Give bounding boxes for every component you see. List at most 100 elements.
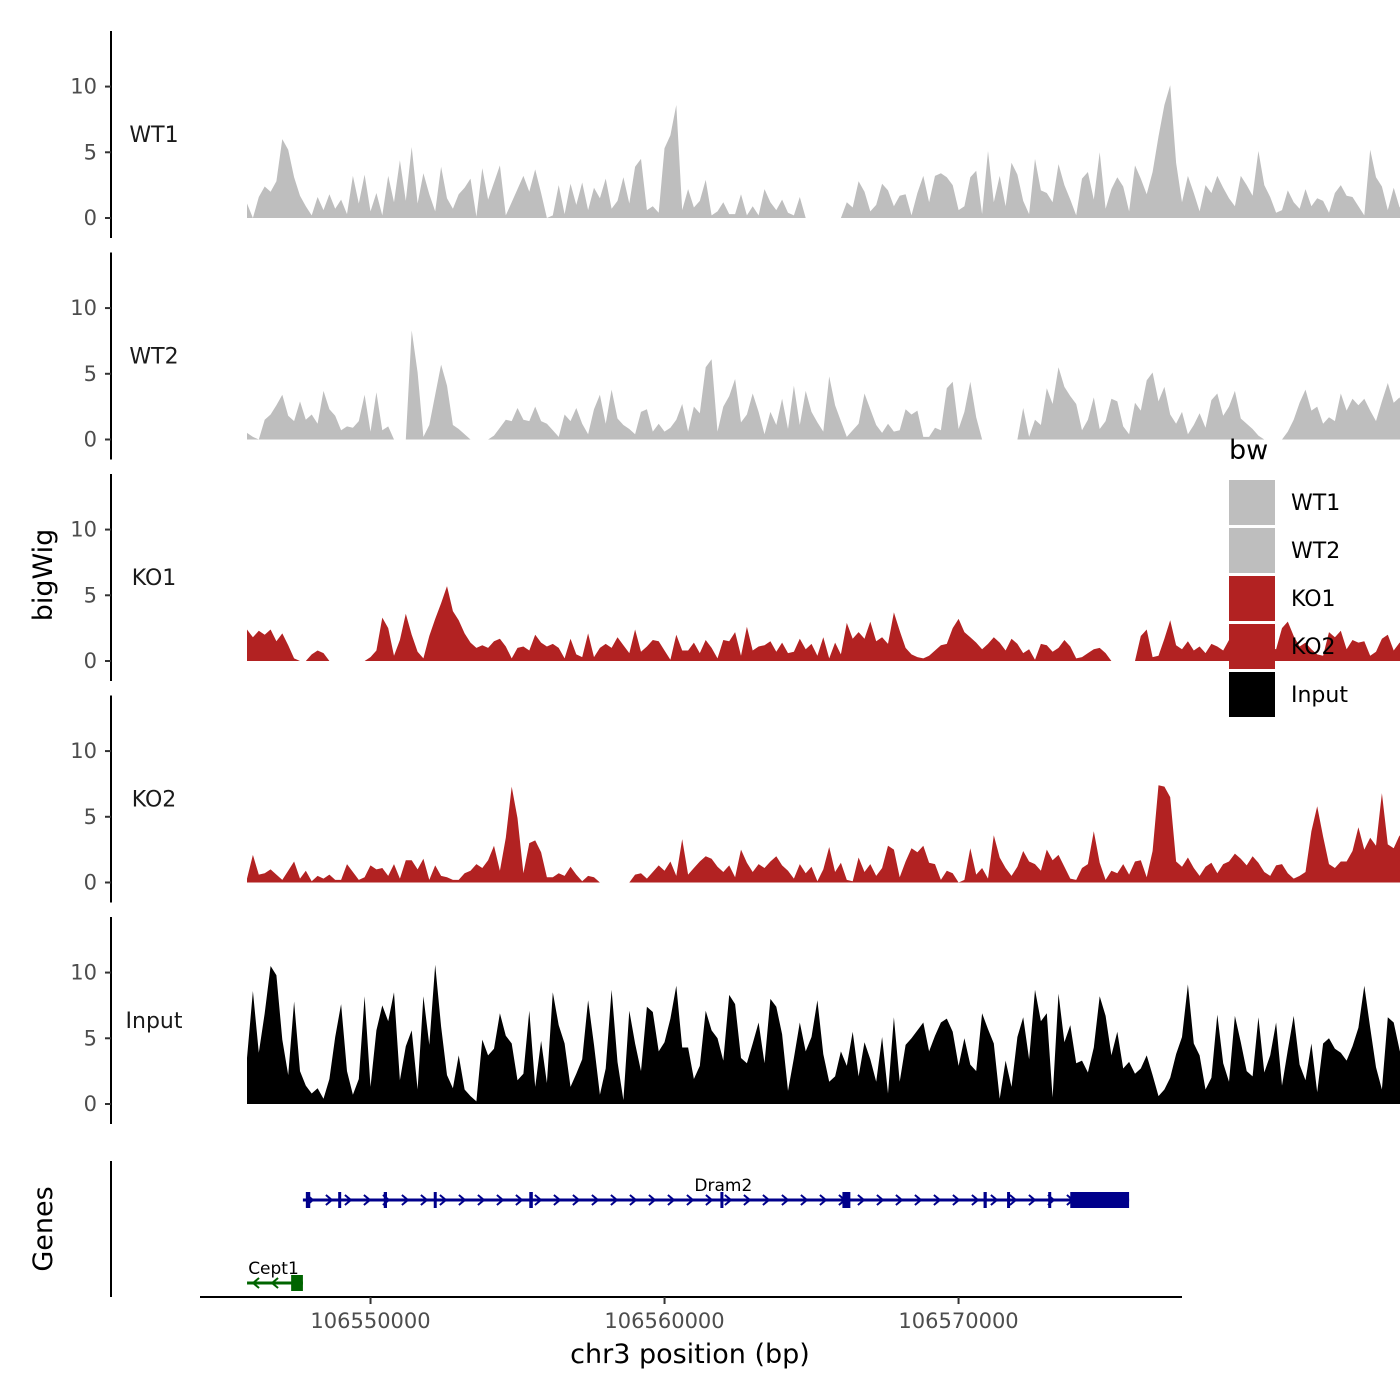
tracks: 0 5 10 WT1 0 5 10 WT2 0 5 10 KO1 0 5 10 KO2 0 5 10 Input xyxy=(70,31,1400,1124)
gene-exon xyxy=(305,1192,311,1208)
y-tick-label: 10 xyxy=(70,961,97,985)
strand-arrow xyxy=(439,1194,448,1206)
strand-arrow xyxy=(458,1194,467,1206)
legend-swatch-ko2 xyxy=(1229,624,1275,669)
legend-keys: WT1 WT2 KO1 KO2 Input xyxy=(1229,480,1348,717)
strand-arrow xyxy=(686,1194,695,1206)
y-tick-label: 0 xyxy=(84,428,97,452)
y-tick-label: 0 xyxy=(84,206,97,230)
strand-arrow xyxy=(1028,1194,1037,1206)
y-tick-label: 0 xyxy=(84,1092,97,1116)
strand-arrow xyxy=(477,1194,486,1206)
legend-swatch-wt2 xyxy=(1229,528,1275,573)
y-tick-label: 0 xyxy=(84,649,97,673)
strand-arrow xyxy=(534,1194,543,1206)
genes-panel-title: Genes xyxy=(28,1186,59,1271)
coverage-area-ko2 xyxy=(247,785,1400,883)
strand-arrow xyxy=(610,1194,619,1206)
y-tick-label: 5 xyxy=(84,583,97,607)
track-input: 0 5 10 Input xyxy=(70,917,1400,1124)
strand-arrow xyxy=(705,1194,714,1206)
strand-arrow xyxy=(933,1194,942,1206)
gene-label: Dram2 xyxy=(694,1176,752,1196)
y-tick-label: 5 xyxy=(84,362,97,386)
legend-title: bw xyxy=(1229,435,1268,466)
y-tick-label: 10 xyxy=(70,518,97,542)
x-axis: 106550000 106560000 106570000 chr3 positio… xyxy=(200,1296,1182,1370)
legend-swatch-input xyxy=(1229,672,1275,717)
strand-arrow xyxy=(325,1194,334,1206)
legend-label: WT2 xyxy=(1291,539,1340,564)
strand-arrow xyxy=(876,1194,885,1206)
y-tick-label: 5 xyxy=(84,140,97,164)
strand-arrow xyxy=(781,1194,790,1206)
track-ko1: 0 5 10 KO1 xyxy=(70,474,1400,681)
y-tick-label: 10 xyxy=(70,75,97,99)
track-label: Input xyxy=(126,1009,183,1034)
coverage-area-ko1 xyxy=(247,586,1400,661)
strand-arrow xyxy=(800,1194,809,1206)
strand-arrow xyxy=(914,1194,923,1206)
track-wt2: 0 5 10 WT2 xyxy=(70,252,1400,460)
strand-arrow xyxy=(591,1194,600,1206)
x-tick-label: 106570000 xyxy=(898,1309,1018,1333)
strand-arrow xyxy=(572,1194,581,1206)
gene-label: Cept1 xyxy=(248,1259,299,1279)
strand-arrow xyxy=(857,1194,866,1206)
gene-exon xyxy=(529,1192,533,1208)
track-ko2: 0 5 10 KO2 xyxy=(70,695,1400,903)
strand-arrow xyxy=(344,1194,353,1206)
gene-exon xyxy=(1070,1192,1130,1208)
gene-exon xyxy=(383,1192,387,1208)
strand-arrow xyxy=(420,1194,429,1206)
strand-arrow xyxy=(401,1194,410,1206)
legend: bw WT1 WT2 KO1 KO2 Input xyxy=(1229,435,1348,717)
strand-arrow xyxy=(667,1194,676,1206)
coverage-area-wt1 xyxy=(247,85,1400,218)
strand-arrow xyxy=(743,1194,752,1206)
legend-label: Input xyxy=(1291,683,1348,708)
y-tick-label: 0 xyxy=(84,871,97,895)
coverage-area-input xyxy=(247,964,1400,1104)
y-axis-title: bigWig xyxy=(28,529,59,622)
coverage-area-wt2 xyxy=(247,330,1400,440)
strand-arrow xyxy=(251,1277,260,1289)
strand-arrow xyxy=(819,1194,828,1206)
strand-arrow xyxy=(629,1194,638,1206)
y-tick-label: 10 xyxy=(70,296,97,320)
y-tick-label: 5 xyxy=(84,1026,97,1050)
strand-arrow xyxy=(648,1194,657,1206)
x-tick-label: 106560000 xyxy=(604,1309,724,1333)
gene-cept1: Cept1 xyxy=(247,1259,303,1291)
gene-exon xyxy=(983,1192,987,1208)
legend-label: KO1 xyxy=(1291,587,1336,612)
strand-arrow xyxy=(553,1194,562,1206)
legend-swatch-wt1 xyxy=(1229,480,1275,525)
strand-arrow xyxy=(895,1194,904,1206)
track-label: WT1 xyxy=(129,123,178,148)
x-tick-label: 106550000 xyxy=(310,1309,430,1333)
x-axis-ticks: 106550000 106560000 106570000 xyxy=(310,1297,1019,1333)
track-label: KO2 xyxy=(132,788,177,813)
gene-exon xyxy=(433,1192,437,1208)
strand-arrow xyxy=(724,1194,733,1206)
strand-arrow xyxy=(971,1194,980,1206)
gene-exon xyxy=(720,1192,724,1208)
legend-label: WT1 xyxy=(1291,491,1340,516)
gene-exon xyxy=(1007,1192,1011,1208)
strand-arrow xyxy=(270,1277,279,1289)
strand-arrow xyxy=(1009,1194,1018,1206)
gene-exon xyxy=(291,1275,303,1291)
gene-dram2: Dram2 xyxy=(302,1176,1130,1208)
track-wt1: 0 5 10 WT1 xyxy=(70,31,1400,238)
strand-arrow xyxy=(496,1194,505,1206)
y-tick-label: 5 xyxy=(84,805,97,829)
x-axis-title: chr3 position (bp) xyxy=(570,1339,810,1370)
strand-arrow xyxy=(990,1194,999,1206)
strand-arrow xyxy=(762,1194,771,1206)
legend-label: KO2 xyxy=(1291,635,1336,660)
strand-arrow xyxy=(515,1194,524,1206)
legend-swatch-ko1 xyxy=(1229,576,1275,621)
gene-exon xyxy=(1048,1192,1052,1208)
